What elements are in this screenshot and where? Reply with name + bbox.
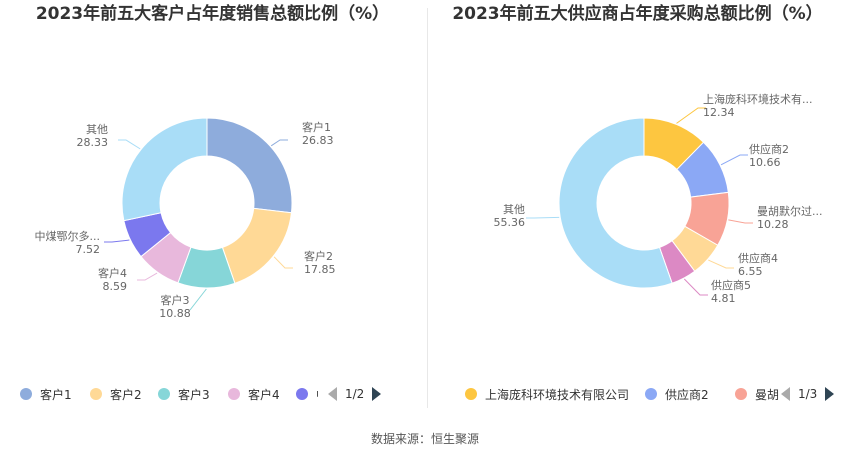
leader-line	[270, 139, 288, 147]
legend-label: 客户4	[248, 387, 280, 402]
slice-label: 上海庞科环境技术有...	[703, 92, 813, 106]
legend-label: 上海庞科环境技术有限公司	[485, 387, 630, 402]
legend-label: 曼胡	[755, 387, 780, 402]
leader-line	[273, 256, 293, 269]
legend-color-swatch	[90, 388, 102, 400]
legend-pager: 1/2	[328, 384, 382, 404]
slice-label: 供应商5	[711, 278, 751, 292]
slice-label: 其他	[86, 123, 108, 136]
legend-prev-arrow-icon[interactable]	[781, 387, 790, 401]
leader-line	[526, 216, 560, 219]
legend-next-arrow-icon[interactable]	[825, 387, 835, 401]
leader-line	[683, 278, 708, 296]
supplier-legend: 上海庞科环境技术有限公司 供应商2 曼胡 1/3	[445, 384, 845, 404]
legend-color-swatch	[735, 388, 747, 400]
slice-value: 6.55	[738, 265, 763, 278]
supplier-chart-panel: 2023年前五大供应商占年度采购总额比例（%） 上海庞科环境技术有... 12.3…	[425, 0, 850, 420]
slice-value: 26.83	[302, 134, 334, 147]
leader-line	[728, 219, 753, 224]
chart-title: 2023年前五大客户占年度销售总额比例（%）	[35, 4, 390, 24]
donut-slice[interactable]	[221, 207, 292, 284]
slice-value: 17.85	[304, 263, 336, 276]
donut-slice[interactable]	[206, 117, 293, 214]
slice-label: 客户1	[302, 120, 331, 134]
legend-pager: 1/3	[781, 384, 835, 404]
slice-label: 客户2	[304, 249, 333, 263]
legend-label: 客户2	[110, 387, 142, 402]
slice-value: 28.33	[77, 136, 109, 149]
customer-legend: 客户1 客户2 客户3 客户4 中 1/2	[20, 384, 420, 404]
leader-line	[104, 239, 130, 243]
legend-item[interactable]: 客户4	[228, 384, 293, 404]
donut-slice[interactable]	[121, 117, 208, 222]
leader-line	[708, 259, 734, 269]
donut-slice[interactable]	[558, 117, 673, 289]
slice-value: 7.52	[76, 243, 101, 256]
legend-color-swatch	[296, 388, 308, 400]
legend-item[interactable]: 客户3	[158, 384, 223, 404]
legend-item[interactable]: 中	[296, 384, 318, 404]
slice-label: 客户4	[98, 266, 127, 280]
legend-item[interactable]: 供应商2	[645, 384, 730, 404]
legend-color-swatch	[645, 388, 657, 400]
slice-value: 10.66	[749, 156, 781, 169]
leader-line	[676, 107, 706, 124]
legend-label: 客户3	[178, 387, 210, 402]
legend-color-swatch	[228, 388, 240, 400]
legend-prev-arrow-icon[interactable]	[328, 387, 337, 401]
slice-value: 8.59	[103, 280, 128, 293]
leader-line	[137, 272, 158, 281]
leader-line	[118, 139, 141, 150]
leader-line	[720, 154, 748, 166]
legend-label: 中	[316, 386, 318, 403]
legend-page-indicator: 1/2	[345, 387, 365, 401]
slice-value: 10.88	[159, 307, 191, 320]
legend-color-swatch	[465, 388, 477, 400]
legend-item[interactable]: 曼胡	[735, 384, 780, 404]
slice-label: 其他	[503, 203, 525, 216]
legend-item[interactable]: 客户2	[90, 384, 155, 404]
slice-value: 4.81	[711, 292, 736, 305]
slice-value: 55.36	[494, 216, 526, 229]
legend-item[interactable]: 上海庞科环境技术有限公司	[465, 384, 640, 404]
legend-item[interactable]: 客户1	[20, 384, 85, 404]
slice-label: 曼胡默尔过...	[757, 204, 823, 218]
slice-label: 供应商2	[749, 142, 789, 156]
legend-color-swatch	[20, 388, 32, 400]
slice-label: 中煤鄂尔多...	[35, 229, 101, 243]
legend-label: 客户1	[40, 387, 72, 402]
slice-value: 12.34	[703, 106, 735, 119]
customer-chart-panel: 2023年前五大客户占年度销售总额比例（%） 客户1 26.83 客户2 17.85 客…	[0, 0, 425, 420]
leader-line	[189, 288, 207, 311]
chart-title: 2023年前五大供应商占年度采购总额比例（%）	[452, 4, 823, 24]
legend-color-swatch	[158, 388, 170, 400]
slice-value: 10.28	[757, 218, 789, 231]
legend-page-indicator: 1/3	[798, 387, 818, 401]
slice-label: 客户3	[161, 293, 190, 307]
legend-label: 供应商2	[665, 387, 709, 402]
slice-label: 供应商4	[738, 251, 778, 265]
data-source: 数据来源：恒生聚源	[370, 432, 479, 446]
panel-divider	[427, 8, 428, 408]
legend-next-arrow-icon[interactable]	[372, 387, 382, 401]
